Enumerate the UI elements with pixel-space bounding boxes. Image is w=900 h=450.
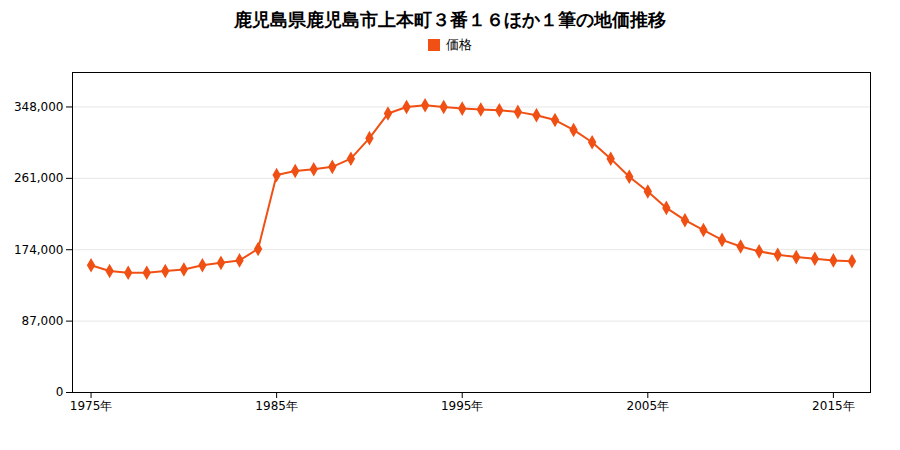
svg-text:2015年: 2015年 xyxy=(812,399,855,413)
svg-text:87,000: 87,000 xyxy=(22,314,64,328)
html-text:価格: 価格 xyxy=(446,37,472,52)
svg-text:1975年: 1975年 xyxy=(70,399,113,413)
svg-text:1995年: 1995年 xyxy=(441,399,484,413)
svg-text:2005年: 2005年 xyxy=(627,399,670,413)
svg-text:261,000: 261,000 xyxy=(14,171,64,185)
html-text:鹿児島県鹿児島市上本町３番１６ほか１筆の地価推移: 鹿児島県鹿児島市上本町３番１６ほか１筆の地価推移 xyxy=(234,9,666,30)
svg-text:174,000: 174,000 xyxy=(14,243,64,257)
svg-text:1985年: 1985年 xyxy=(255,399,298,413)
svg-text:348,000: 348,000 xyxy=(14,100,64,114)
svg-text:0: 0 xyxy=(56,385,64,399)
